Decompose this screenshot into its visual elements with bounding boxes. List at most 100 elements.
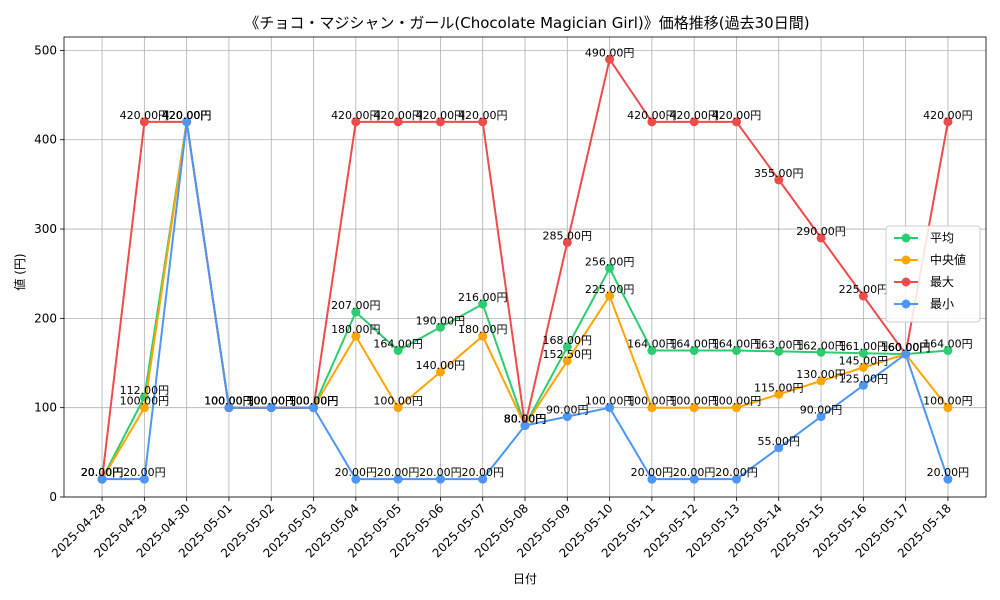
data-point (351, 331, 361, 341)
data-label: 100.00円 (712, 395, 762, 408)
data-point (605, 291, 615, 301)
data-label: 100.00円 (923, 395, 973, 408)
data-label: 100.00円 (585, 395, 635, 408)
data-point (858, 380, 868, 390)
data-label: 420.00円 (669, 109, 719, 122)
data-point (731, 346, 741, 356)
data-label: 164.00円 (923, 338, 973, 351)
data-label: 20.00円 (927, 466, 970, 479)
data-label: 90.00円 (800, 404, 843, 417)
legend-label: 最大 (930, 275, 954, 289)
data-point (139, 403, 149, 413)
data-label: 355.00円 (754, 167, 804, 180)
data-label: 160.00円 (881, 341, 931, 354)
data-point (139, 117, 149, 127)
data-point (97, 474, 107, 484)
data-label: 100.00円 (373, 395, 423, 408)
data-label: 100.00円 (246, 395, 296, 408)
data-label: 100.00円 (120, 395, 170, 408)
data-point (774, 175, 784, 185)
data-label: 20.00円 (81, 466, 124, 479)
data-label: 164.00円 (627, 338, 677, 351)
data-label: 256.00円 (585, 255, 635, 268)
legend-label: 最小 (930, 297, 954, 311)
data-point (605, 54, 615, 64)
data-point (182, 117, 192, 127)
data-label: 100.00円 (204, 395, 254, 408)
data-label: 20.00円 (461, 466, 504, 479)
data-label: 216.00円 (458, 291, 508, 304)
data-point (478, 331, 488, 341)
data-label: 20.00円 (123, 466, 166, 479)
data-point (647, 117, 657, 127)
data-label: 420.00円 (162, 109, 212, 122)
data-label: 160.00円 (881, 341, 931, 354)
data-point (393, 117, 403, 127)
y-tick-label: 100 (34, 401, 57, 415)
data-point (943, 117, 953, 127)
data-label: 100.00円 (246, 395, 296, 408)
data-label: 100.00円 (289, 395, 339, 408)
data-label: 20.00円 (715, 466, 758, 479)
data-label: 20.00円 (335, 466, 378, 479)
data-point (435, 474, 445, 484)
data-label: 420.00円 (162, 109, 212, 122)
data-point (731, 403, 741, 413)
data-point (689, 403, 699, 413)
data-point (774, 443, 784, 453)
data-point (731, 474, 741, 484)
y-tick-label: 300 (34, 222, 57, 236)
y-tick-label: 400 (34, 133, 57, 147)
data-label: 100.00円 (289, 395, 339, 408)
legend-label: 中央値 (930, 252, 966, 267)
data-point (858, 291, 868, 301)
data-label: 490.00円 (585, 46, 635, 59)
data-label: 130.00円 (796, 368, 846, 381)
data-label: 90.00円 (546, 404, 589, 417)
legend-box (885, 225, 981, 323)
data-label: 152.50円 (543, 348, 593, 361)
data-point (858, 348, 868, 358)
data-label: 100.00円 (204, 395, 254, 408)
data-point (901, 349, 911, 359)
data-point (393, 403, 403, 413)
data-label: 225.00円 (839, 283, 889, 296)
data-point (689, 117, 699, 127)
legend-swatch-marker (901, 233, 911, 243)
data-point (435, 322, 445, 332)
data-point (731, 117, 741, 127)
data-point (816, 412, 826, 422)
data-label: 80.00円 (504, 413, 547, 426)
data-label: 190.00円 (416, 314, 466, 327)
legend-swatch-marker (901, 277, 911, 287)
legend-label: 平均 (930, 231, 954, 245)
data-label: 100.00円 (289, 395, 339, 408)
data-point (478, 299, 488, 309)
data-label: 100.00円 (669, 395, 719, 408)
chart-title: 《チョコ・マジシャン・ガール(Chocolate Magician Girl)》… (244, 14, 809, 32)
data-point (393, 346, 403, 356)
data-label: 207.00円 (331, 299, 381, 312)
data-label: 20.00円 (673, 466, 716, 479)
data-point (562, 237, 572, 247)
data-point (393, 474, 403, 484)
data-label: 420.00円 (162, 109, 212, 122)
data-label: 20.00円 (81, 466, 124, 479)
data-point (309, 403, 319, 413)
data-point (266, 403, 276, 413)
data-label: 20.00円 (81, 466, 124, 479)
data-label: 164.00円 (712, 338, 762, 351)
data-point (224, 403, 234, 413)
data-label: 161.00円 (839, 340, 889, 353)
data-label: 420.00円 (162, 109, 212, 122)
data-point (605, 263, 615, 273)
y-axis-label: 値 (円) (12, 253, 27, 290)
data-point (647, 474, 657, 484)
data-label: 55.00円 (758, 435, 801, 448)
series-layer (97, 54, 953, 484)
data-label: 115.00円 (754, 381, 804, 394)
data-label: 80.00円 (504, 413, 547, 426)
data-label: 420.00円 (627, 109, 677, 122)
data-point (351, 117, 361, 127)
